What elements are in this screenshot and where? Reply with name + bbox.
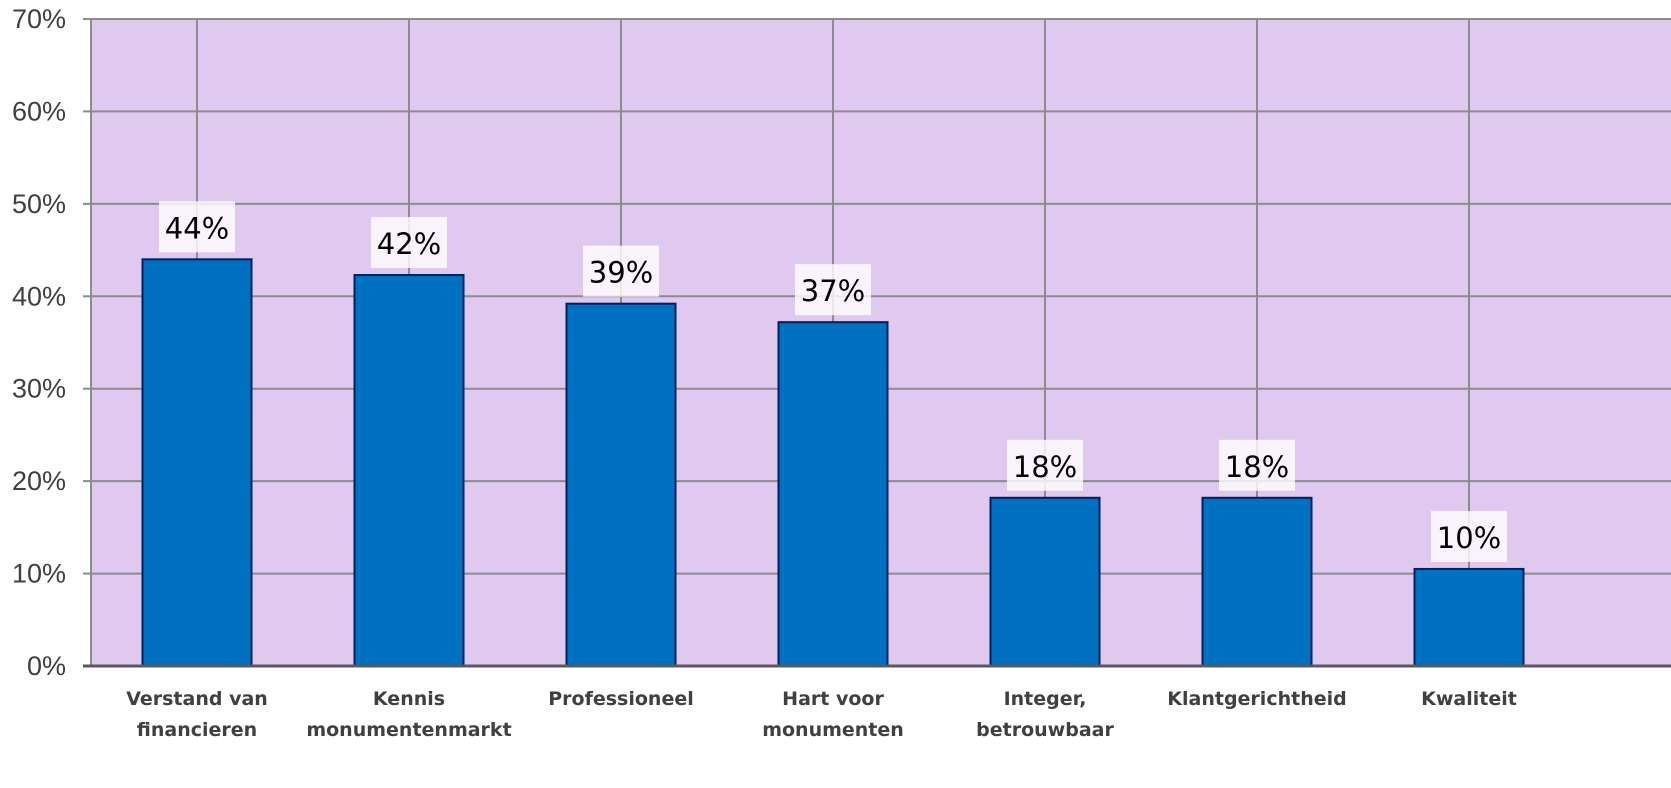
bar [141, 258, 253, 667]
x-category-label: Klantgerichtheid [1167, 688, 1346, 710]
bar [1201, 496, 1313, 667]
x-category-label: Integer, [1004, 688, 1087, 710]
x-category-label: Professioneel [548, 688, 694, 710]
y-tick-label: 0% [27, 651, 66, 681]
y-tick-label: 30% [12, 374, 66, 404]
data-label: 37% [795, 264, 871, 316]
data-label: 44% [159, 201, 235, 253]
data-label-text: 10% [1437, 521, 1501, 555]
y-tick-label: 40% [12, 281, 66, 311]
x-category-label: betrouwbaar [976, 719, 1114, 741]
x-category-label: monumentenmarkt [306, 719, 511, 741]
data-label-box [1007, 439, 1083, 491]
bar [989, 496, 1101, 667]
x-category-label: Verstand van [126, 688, 268, 710]
y-tick-label: 60% [12, 96, 66, 126]
x-category-label: financieren [137, 719, 257, 741]
y-tick-label: 70% [12, 4, 66, 34]
data-label-text: 18% [1225, 450, 1289, 484]
x-category-label: Kennis [373, 688, 445, 710]
x-category-label: Hart voor [782, 688, 884, 710]
data-label-text: 39% [589, 256, 653, 290]
data-label-text: 37% [801, 274, 865, 308]
data-label-text: 42% [377, 227, 441, 261]
data-label-box [1431, 510, 1507, 562]
y-tick-label: 10% [12, 559, 66, 589]
data-label: 18% [1007, 439, 1083, 491]
bar [777, 321, 889, 667]
data-label-box [583, 245, 659, 297]
data-labels: 44% 42% 39% 37% 18% 18% 10% [159, 201, 1507, 562]
data-label-box [159, 201, 235, 253]
data-label-text: 44% [165, 211, 229, 245]
bar [565, 302, 677, 667]
y-tick-label: 20% [12, 466, 66, 496]
data-label-box [371, 217, 447, 269]
y-axis-ticks: 0% 10% 20% 30% 40% 50% 60% 70% [12, 4, 91, 681]
data-label-box [1219, 439, 1295, 491]
x-category-label: monumenten [762, 719, 904, 741]
data-label-box [795, 264, 871, 316]
y-tick-label: 50% [12, 189, 66, 219]
x-axis-categories: Verstand vanfinancierenKennismonumentenm… [126, 688, 1517, 741]
data-label-text: 18% [1013, 450, 1077, 484]
bar [353, 274, 465, 667]
x-category-label: Kwaliteit [1421, 688, 1517, 710]
data-label: 42% [371, 217, 447, 269]
data-label: 18% [1219, 439, 1295, 491]
data-label: 39% [583, 245, 659, 297]
data-label: 10% [1431, 510, 1507, 562]
bar [1413, 567, 1525, 668]
